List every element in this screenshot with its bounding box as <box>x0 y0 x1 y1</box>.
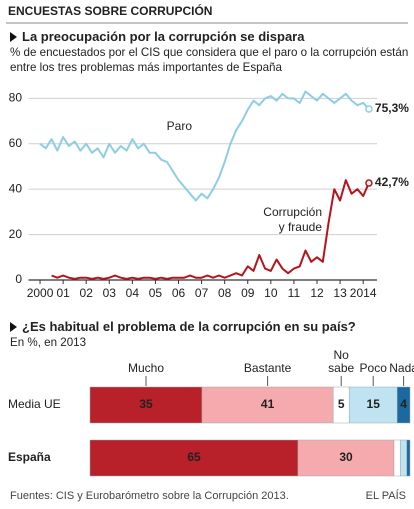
x-tick-label: 06 <box>172 286 186 300</box>
x-tick-label: 03 <box>103 286 117 300</box>
bar-segment <box>400 439 408 477</box>
value-label: 42,7% <box>375 175 409 189</box>
value-label: 65 <box>187 450 201 464</box>
legend-label: No sabe <box>328 348 354 375</box>
series-label: Paro <box>167 119 193 133</box>
bar-segment <box>89 386 203 424</box>
x-tick-label: 2000 <box>27 286 54 300</box>
legend-label: Nada <box>389 361 414 375</box>
value-label: 41 <box>261 397 275 411</box>
value-label: 75,3% <box>375 101 409 115</box>
x-tick-label: 10 <box>264 286 278 300</box>
credit: EL PAÍS <box>365 490 406 502</box>
bullet <box>10 322 17 332</box>
legend-label: Poco <box>360 361 388 375</box>
bullet <box>10 32 17 42</box>
bar-segment <box>396 386 411 424</box>
chart-title: ¿Es habitual el problema de la corrupció… <box>22 319 356 334</box>
chart-subtitle: En %, en 2013 <box>10 336 87 349</box>
bar-segment <box>201 386 334 424</box>
y-tick-label: 0 <box>15 272 22 286</box>
x-tick-label: 11 <box>288 286 301 300</box>
bar-segment <box>406 439 411 477</box>
x-tick-label: 13 <box>333 286 347 300</box>
source: Fuentes: CIS y Eurobarómetro sobre la Co… <box>10 490 289 502</box>
bar-segment <box>297 439 395 477</box>
x-tick-label: 12 <box>310 286 324 300</box>
value-label: 4 <box>400 397 407 411</box>
end-marker <box>365 179 373 187</box>
legend-label: Mucho <box>128 361 164 375</box>
y-tick-label: 80 <box>9 91 23 105</box>
line <box>39 90 370 202</box>
value-label: 30 <box>339 450 353 464</box>
bar-segment <box>393 439 401 477</box>
x-tick-label: 01 <box>56 286 70 300</box>
x-tick-label: 05 <box>149 286 163 300</box>
x-tick-label: 08 <box>218 286 232 300</box>
bar-segment <box>89 439 299 477</box>
category-label: Media UE <box>8 397 61 411</box>
x-tick-label: 04 <box>126 286 140 300</box>
series-label: Corrupción y fraude <box>263 205 322 234</box>
value-label: 5 <box>338 397 345 411</box>
header: ENCUESTAS SOBRE CORRUPCIÓN <box>8 4 213 18</box>
x-tick-label: 09 <box>241 286 255 300</box>
y-tick-label: 20 <box>9 227 23 241</box>
line <box>51 179 370 280</box>
value-label: 35 <box>139 397 153 411</box>
end-marker <box>365 105 373 113</box>
y-tick-label: 40 <box>9 181 23 195</box>
y-tick-label: 60 <box>9 136 23 150</box>
chart-title: La preocupación por la corrupción se dis… <box>22 29 305 44</box>
x-tick-label: 2014 <box>350 286 377 300</box>
chart-subtitle: % de encuestados por el CIS que consider… <box>10 46 409 74</box>
value-label: 15 <box>367 397 381 411</box>
legend-label: Bastante <box>244 361 292 375</box>
x-tick-label: 07 <box>195 286 209 300</box>
x-tick-label: 02 <box>80 286 94 300</box>
category-label: España <box>8 450 51 464</box>
bar-segment <box>348 386 398 424</box>
